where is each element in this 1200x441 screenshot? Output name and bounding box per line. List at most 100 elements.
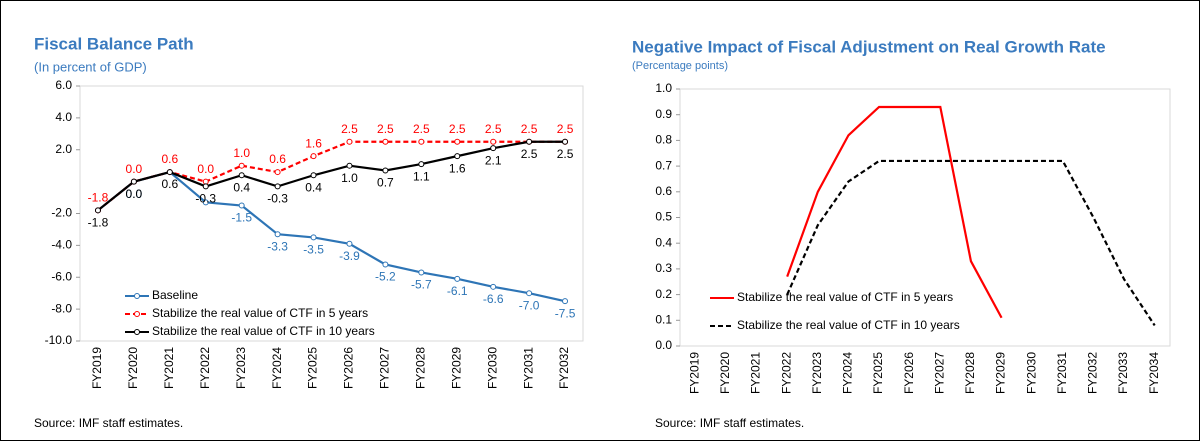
- data-label: 0.6: [161, 177, 178, 191]
- x-tick-label: FY2029: [994, 352, 1008, 394]
- marker: [454, 275, 461, 282]
- y-tick-label: 0.1: [655, 312, 672, 326]
- x-tick-label: FY2029: [449, 347, 463, 389]
- data-label: 1.6: [305, 136, 322, 150]
- y-tick-label: 0.4: [655, 235, 672, 249]
- data-label: -1.5: [231, 211, 252, 225]
- x-tick-label: FY2023: [234, 347, 248, 389]
- legend-label: Stabilize the real value of CTF in 10 ye…: [152, 324, 375, 338]
- y-tick-label: 0.8: [655, 133, 672, 147]
- y-tick-label: 0.0: [655, 338, 672, 352]
- x-tick-label: FY2020: [126, 347, 140, 389]
- data-label: 2.5: [521, 122, 538, 136]
- x-tick-label: FY2030: [485, 347, 499, 389]
- marker: [346, 162, 353, 169]
- marker: [274, 231, 281, 238]
- data-label: -1.8: [88, 190, 109, 204]
- marker: [166, 169, 173, 176]
- marker: [202, 199, 209, 206]
- marker: [94, 207, 101, 214]
- data-label: 1.6: [449, 161, 466, 175]
- x-tick-label: FY2025: [871, 352, 885, 394]
- data-label: 1.0: [341, 171, 358, 185]
- x-tick-label: FY2023: [810, 352, 824, 394]
- x-tick-label: FY2024: [270, 347, 284, 389]
- series-line: [786, 105, 1003, 319]
- legend-marker: [134, 329, 140, 335]
- y-tick-label: 0.6: [655, 184, 672, 198]
- marker: [418, 138, 425, 145]
- data-label: 0.0: [126, 187, 143, 201]
- data-label: -7.5: [555, 306, 576, 320]
- data-label: 2.5: [485, 122, 502, 136]
- data-label: 0.0: [126, 187, 143, 201]
- y-tick-label: 4.0: [55, 110, 72, 124]
- data-label: 1.0: [233, 146, 250, 160]
- marker: [382, 261, 389, 268]
- marker: [418, 269, 425, 276]
- data-label: -0.3: [267, 192, 288, 206]
- x-tick-label: FY2021: [162, 347, 176, 389]
- x-tick-label: FY2021: [749, 352, 763, 394]
- marker: [238, 162, 245, 169]
- marker: [310, 234, 317, 241]
- data-label: 0.0: [197, 162, 214, 176]
- marker: [202, 183, 209, 190]
- x-tick-label: FY2019: [687, 352, 701, 394]
- chart-subtitle: (In percent of GDP): [34, 59, 147, 74]
- legend-label: Stabilize the real value of CTF in 5 yea…: [152, 306, 368, 320]
- x-tick-label: FY2022: [779, 352, 793, 394]
- legend-label: Baseline: [152, 288, 198, 302]
- data-label: -3.5: [303, 243, 324, 257]
- x-tick-label: FY2027: [932, 352, 946, 394]
- marker: [274, 183, 281, 190]
- data-label: 2.1: [485, 153, 502, 167]
- y-tick-label: -6.0: [51, 269, 72, 283]
- marker: [382, 138, 389, 145]
- y-tick-label: -10.0: [45, 333, 73, 347]
- x-tick-label: FY2032: [557, 347, 571, 389]
- marker: [490, 138, 497, 145]
- x-tick-label: FY2034: [1147, 352, 1161, 394]
- legend-marker: [134, 311, 140, 317]
- y-tick-label: 2.0: [55, 142, 72, 156]
- marker: [562, 138, 569, 145]
- x-tick-label: FY2020: [718, 352, 732, 394]
- x-tick-label: FY2032: [1086, 352, 1100, 394]
- x-tick-label: FY2027: [378, 347, 392, 389]
- x-tick-label: FY2025: [306, 347, 320, 389]
- data-label: -6.6: [483, 292, 504, 306]
- chart-title: Negative Impact of Fiscal Adjustment on …: [632, 37, 1106, 56]
- data-label: -0.3: [195, 192, 216, 206]
- data-label: 2.5: [377, 122, 394, 136]
- marker: [202, 178, 209, 185]
- x-tick-label: FY2028: [963, 352, 977, 394]
- y-tick-label: 1.0: [655, 81, 672, 95]
- marker: [526, 290, 533, 297]
- marker: [274, 169, 281, 176]
- marker: [346, 138, 353, 145]
- data-label: -1.8: [88, 215, 109, 229]
- x-tick-label: FY2026: [902, 352, 916, 394]
- marker: [490, 145, 497, 152]
- marker: [454, 138, 461, 145]
- x-tick-label: FY2033: [1116, 352, 1130, 394]
- x-tick-label: FY2024: [841, 352, 855, 394]
- marker: [130, 178, 137, 185]
- series-line: [97, 140, 566, 212]
- marker: [490, 283, 497, 290]
- marker: [238, 172, 245, 179]
- marker: [526, 138, 533, 145]
- data-label: 0.4: [233, 180, 250, 194]
- series-line: [786, 159, 1156, 327]
- data-label: -5.7: [411, 278, 432, 292]
- y-tick-label: -8.0: [51, 301, 72, 315]
- x-tick-label: FY2031: [1055, 352, 1069, 394]
- y-tick-label: 0.7: [655, 158, 672, 172]
- y-tick-label: -4.0: [51, 238, 72, 252]
- marker: [382, 167, 389, 174]
- data-label: 2.5: [449, 122, 466, 136]
- x-tick-label: FY2030: [1024, 352, 1038, 394]
